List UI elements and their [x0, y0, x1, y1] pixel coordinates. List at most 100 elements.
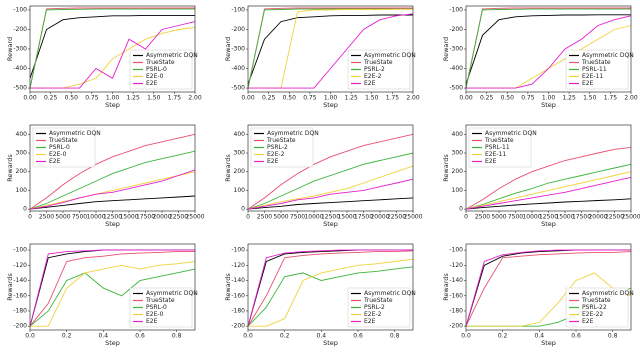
- y-tick-label: 400: [16, 131, 28, 138]
- y-tick-label: -300: [13, 46, 27, 53]
- legend-label: Asymmetric DQN: [146, 52, 198, 59]
- x-tick-label: 20000: [588, 214, 607, 221]
- x-tick-label: 0.25: [44, 95, 58, 102]
- x-tick-label: 1.00: [542, 95, 556, 102]
- legend-label: TrueState: [363, 59, 393, 66]
- y-tick-label: -140: [13, 277, 27, 284]
- series-line: [29, 249, 195, 327]
- legend-label: E2E-22: [582, 311, 603, 318]
- x-tick-label: 7500: [72, 214, 87, 221]
- series-line: [29, 150, 196, 210]
- subplot: 0 100 200 300 400 0 2500 5000 7500 10000125001500…: [6, 124, 205, 228]
- legend-label: TrueState: [145, 59, 175, 66]
- x-tick-label: 12500: [103, 214, 122, 221]
- subplot: 0 100 200 300 400 0 2500 5000 7500 10000125001500…: [224, 124, 423, 228]
- series-line: [465, 171, 632, 210]
- legend-label: Asymmetric DQN: [146, 290, 198, 297]
- x-tick-label: 0.4: [317, 333, 327, 340]
- series-line: [30, 21, 196, 89]
- x-tick-label: 0.50: [501, 95, 515, 102]
- y-tick-label: 0: [23, 206, 27, 213]
- x-axis-label: Step: [105, 101, 120, 109]
- legend-label: PSRL-0: [49, 144, 70, 151]
- y-tick-label: -120: [231, 262, 245, 269]
- legend-label: E2E: [49, 158, 61, 165]
- x-tick-label: 0.4: [535, 333, 545, 340]
- y-tick-label: -140: [231, 277, 245, 284]
- x-tick-label: 0.8: [608, 333, 618, 340]
- x-tick-label: 0.6: [571, 333, 581, 340]
- y-axis-label: Rewards: [6, 154, 14, 182]
- y-tick-label: -180: [231, 307, 245, 314]
- y-tick-label: 200: [16, 168, 28, 175]
- x-tick-label: 20000: [152, 214, 171, 221]
- legend-label: Asymmetric DQN: [364, 290, 416, 297]
- legend-label: Asymmetric DQN: [267, 130, 319, 137]
- series-line: [29, 7, 195, 89]
- series-line: [465, 146, 632, 210]
- x-tick-label: 0.50: [283, 95, 297, 102]
- y-axis-label: Rewards: [6, 273, 14, 301]
- x-tick-label: 0.50: [65, 95, 79, 102]
- x-tick-label: 0.4: [99, 333, 109, 340]
- series-line: [247, 152, 414, 210]
- series-line: [29, 195, 196, 210]
- legend-label: PSRL-11: [582, 66, 607, 73]
- series-line: [248, 258, 414, 327]
- y-tick-label: -180: [449, 307, 463, 314]
- x-tick-label: 17500: [572, 214, 591, 221]
- x-tick-label: 5000: [491, 214, 506, 221]
- x-tick-label: 5000: [55, 214, 70, 221]
- y-tick-label: 300: [452, 150, 464, 157]
- series-line: [465, 251, 632, 327]
- legend-label: TrueState: [145, 297, 175, 304]
- series-line: [29, 268, 196, 327]
- x-tick-label: 12500: [321, 214, 340, 221]
- y-tick-label: -200: [449, 26, 463, 33]
- x-tick-label: 1.25: [126, 95, 140, 102]
- series-line: [29, 133, 196, 210]
- y-tick-label: 0: [241, 206, 245, 213]
- y-tick-label: -140: [449, 277, 463, 284]
- x-tick-label: 7500: [508, 214, 523, 221]
- subplot: -100 -200 -300 -400 -500 0.00 0.25 0.50 0.75 1.00…: [442, 5, 638, 109]
- x-tick-label: 0.75: [303, 95, 317, 102]
- legend-label: E2E-2: [364, 311, 382, 318]
- plot-frame: [29, 5, 196, 93]
- legend-label: E2E-11: [582, 73, 603, 80]
- series-line: [465, 8, 631, 89]
- legend-label: E2E: [582, 80, 594, 87]
- y-axis-label: Rewards: [224, 273, 232, 301]
- series-line: [247, 266, 414, 327]
- plot-frame: [465, 5, 632, 93]
- y-tick-label: -200: [231, 323, 245, 330]
- x-tick-label: 25000: [185, 214, 204, 221]
- series-line: [29, 171, 196, 210]
- subplot: -100 -200 -300 -400 -500 0.00 0.25 0.50 0.75 1.00…: [224, 5, 420, 109]
- x-tick-label: 20000: [370, 214, 389, 221]
- x-tick-label: 0: [246, 214, 250, 221]
- x-tick-label: 0.00: [459, 95, 473, 102]
- x-tick-label: 1.25: [562, 95, 576, 102]
- legend-label: PSRL-11: [485, 144, 510, 151]
- legend-label: E2E: [364, 80, 376, 87]
- x-tick-label: 0.00: [23, 95, 37, 102]
- legend-label: TrueState: [266, 137, 296, 144]
- plot-frame: [247, 5, 414, 93]
- legend-label: E2E: [146, 80, 158, 87]
- legend-label: E2E: [364, 318, 376, 325]
- legend-label: PSRL-22: [582, 304, 607, 311]
- y-tick-label: 400: [234, 131, 246, 138]
- series-line: [248, 13, 414, 89]
- x-tick-label: 0: [28, 214, 32, 221]
- y-tick-label: -200: [231, 26, 245, 33]
- legend-label: PSRL-0: [146, 66, 167, 73]
- x-tick-label: 22500: [169, 214, 188, 221]
- x-tick-label: 1.25: [344, 95, 358, 102]
- legend-label: TrueState: [581, 297, 611, 304]
- y-tick-label: -500: [231, 85, 245, 92]
- series-line: [247, 249, 413, 327]
- y-tick-label: 200: [452, 168, 464, 175]
- x-tick-label: 0.2: [498, 333, 508, 340]
- y-axis-label: Reward: [224, 37, 232, 61]
